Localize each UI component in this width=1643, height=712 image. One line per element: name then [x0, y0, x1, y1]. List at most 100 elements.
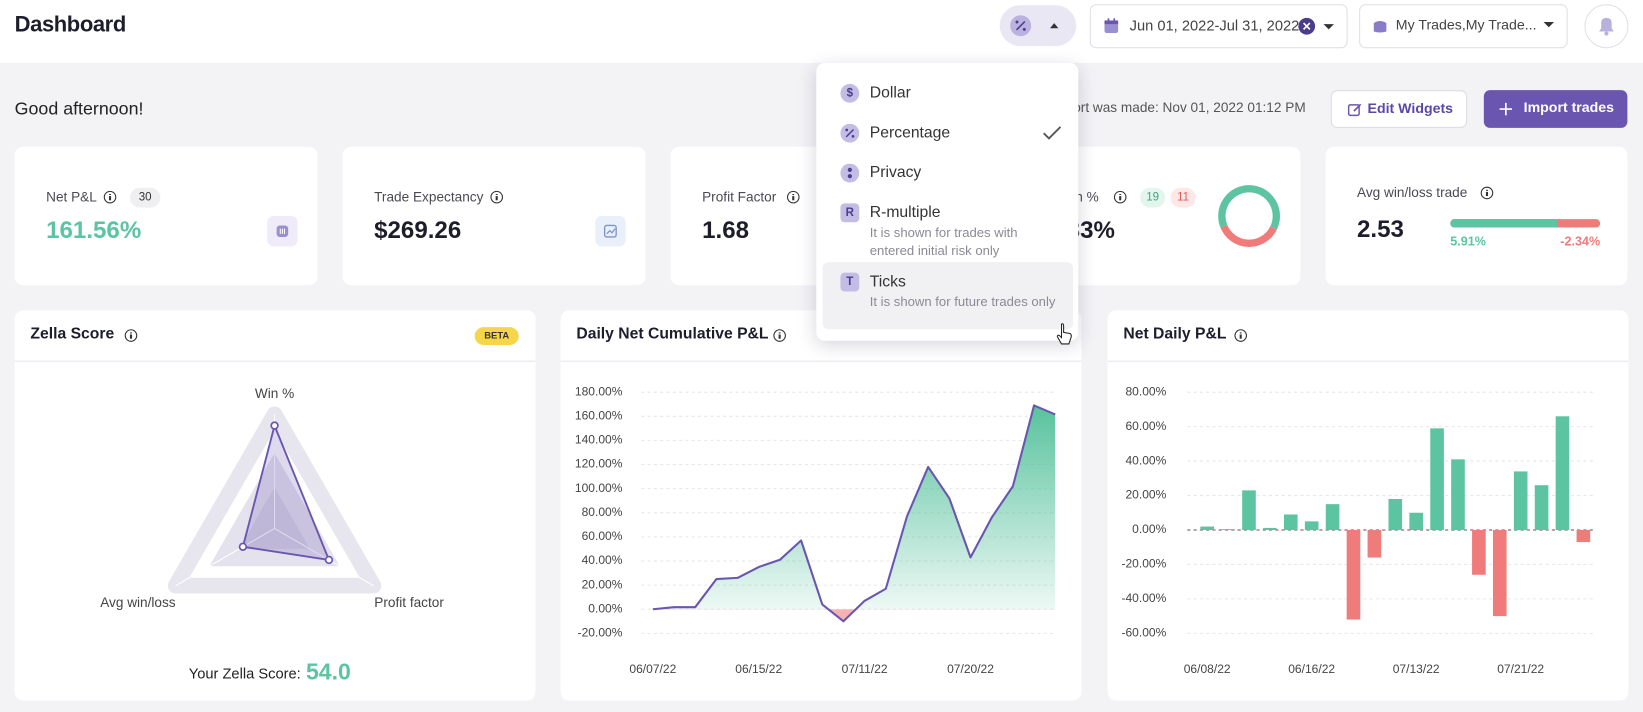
panel-title: Net Daily P&L [1123, 325, 1227, 343]
icon-glyph [847, 167, 852, 172]
y-tick-label: 20.00% [1125, 488, 1166, 502]
x-tick-label: 06/07/22 [629, 662, 676, 676]
menu-item-icon [840, 163, 860, 183]
units-menu: $ Dollar Percentage Privacy R R-multiple It is… [816, 62, 1079, 345]
date-controls[interactable] [1297, 17, 1339, 36]
donut-wins [1218, 185, 1280, 230]
checkmark-glyph [1043, 126, 1062, 140]
info-icon[interactable] [773, 329, 786, 342]
y-tick-label: 40.00% [1125, 453, 1166, 467]
info-icon[interactable] [1480, 186, 1494, 200]
widget-glyph [276, 225, 289, 237]
menu-item[interactable]: R R-multiple It is shown for trades with e… [816, 196, 1078, 258]
page-title: Dashboard [14, 12, 127, 37]
widget-icon[interactable] [267, 216, 298, 247]
y-tick-label: 180.00% [575, 384, 623, 398]
info-icon[interactable] [786, 190, 800, 204]
units-toggle-icon [1010, 15, 1059, 37]
menu-item-label: Privacy [869, 163, 922, 182]
bar [1263, 527, 1277, 530]
units-toggle[interactable] [999, 5, 1077, 47]
menu-item-label: Ticks [869, 272, 906, 291]
icon-glyph [847, 174, 852, 179]
bar [1472, 529, 1486, 575]
y-tick-label: 80.00% [582, 505, 623, 519]
checkmark [1043, 126, 1062, 140]
y-tick-label: -60.00% [1121, 626, 1166, 640]
avg-win-bar [1450, 219, 1558, 228]
bar [1513, 471, 1528, 530]
menu-item[interactable]: T Ticks It is shown for future trades only [816, 265, 1078, 324]
info-icon[interactable] [1234, 329, 1248, 342]
y-tick-label: 160.00% [575, 408, 623, 422]
menu-item-label: Dollar [869, 83, 911, 102]
bar [1451, 459, 1465, 530]
radar-area [241, 422, 331, 562]
stat-label: Trade Expectancy [374, 188, 484, 205]
greeting: Good afternoon! [14, 98, 144, 119]
menu-item-icon [840, 123, 860, 143]
stat-label: Profit Factor [702, 188, 777, 205]
y-tick-label: 60.00% [582, 529, 623, 543]
cumulative-pnl-panel [560, 310, 1082, 701]
avg-win-bar-edge [1553, 219, 1558, 228]
y-tick-label: 100.00% [575, 481, 623, 495]
menu-item[interactable]: $ Dollar [816, 77, 1078, 111]
bar [1221, 529, 1235, 530]
bar [1492, 529, 1507, 617]
edit-widgets-button[interactable]: Edit Widgets [1330, 90, 1468, 128]
trade-count-badge: 30 [129, 187, 161, 208]
bar [1367, 529, 1382, 558]
menu-item-icon: T [840, 272, 860, 292]
radar-point [270, 421, 279, 430]
widget-glyph [603, 224, 617, 238]
icon-bg [840, 163, 860, 183]
import-trades-button[interactable]: Import trades [1483, 90, 1628, 128]
date-range: Jun 01, 2022-Jul 31, 2022 [1129, 16, 1300, 34]
donut-losses [1220, 224, 1277, 247]
avg-win-label: 5.91% [1450, 233, 1486, 249]
bar [1346, 529, 1361, 620]
bar [1242, 490, 1256, 530]
info-icon[interactable] [490, 190, 503, 204]
radar-point [238, 542, 248, 551]
x-tick-label: 06/08/22 [1184, 662, 1231, 676]
bar [1409, 512, 1423, 530]
line [652, 404, 1056, 623]
caret [1543, 22, 1555, 28]
avg-win-loss-card [1325, 146, 1628, 286]
y-tick-label: -40.00% [1121, 591, 1166, 605]
info-icon[interactable] [124, 329, 138, 342]
y-tick-label: 140.00% [575, 433, 623, 447]
widget-icon[interactable] [595, 216, 626, 247]
account-names: My Trades,My Trade... [1395, 16, 1537, 33]
edit-icon [1347, 103, 1362, 117]
date-range-picker[interactable]: Jun 01, 2022-Jul 31, 2022 [1089, 4, 1348, 49]
radar-spoke [175, 528, 275, 587]
x-tick-label: 07/13/22 [1393, 662, 1440, 676]
y-tick-label: 60.00% [1125, 419, 1166, 433]
y-tick-label: 0.00% [1132, 522, 1166, 536]
x-tick-label: 06/16/22 [1288, 662, 1335, 676]
bar [1304, 521, 1319, 530]
info-icon[interactable] [103, 190, 117, 204]
zella-score-value: 54.0 [305, 658, 351, 685]
edit-widgets-label: Edit Widgets [1367, 100, 1454, 117]
notifications[interactable] [1584, 4, 1629, 49]
icon-glyph [851, 134, 855, 138]
y-tick-label: 0.00% [588, 601, 622, 615]
menu-item[interactable]: Privacy [816, 156, 1078, 190]
menu-item[interactable]: Percentage [816, 116, 1078, 150]
icon-glyph [845, 128, 849, 132]
radar-axis-label: Avg win/loss [100, 595, 176, 610]
y-tick-label: 120.00% [575, 457, 623, 471]
cursor-glyph [1056, 323, 1072, 345]
stat-label: Avg win/loss trade [1357, 184, 1468, 201]
account-picker[interactable]: My Trades,My Trade... [1359, 4, 1568, 49]
area-positive [652, 405, 1056, 610]
icon-glyph [845, 128, 855, 138]
info-icon[interactable] [1113, 190, 1127, 204]
radar-spoke [274, 528, 374, 587]
